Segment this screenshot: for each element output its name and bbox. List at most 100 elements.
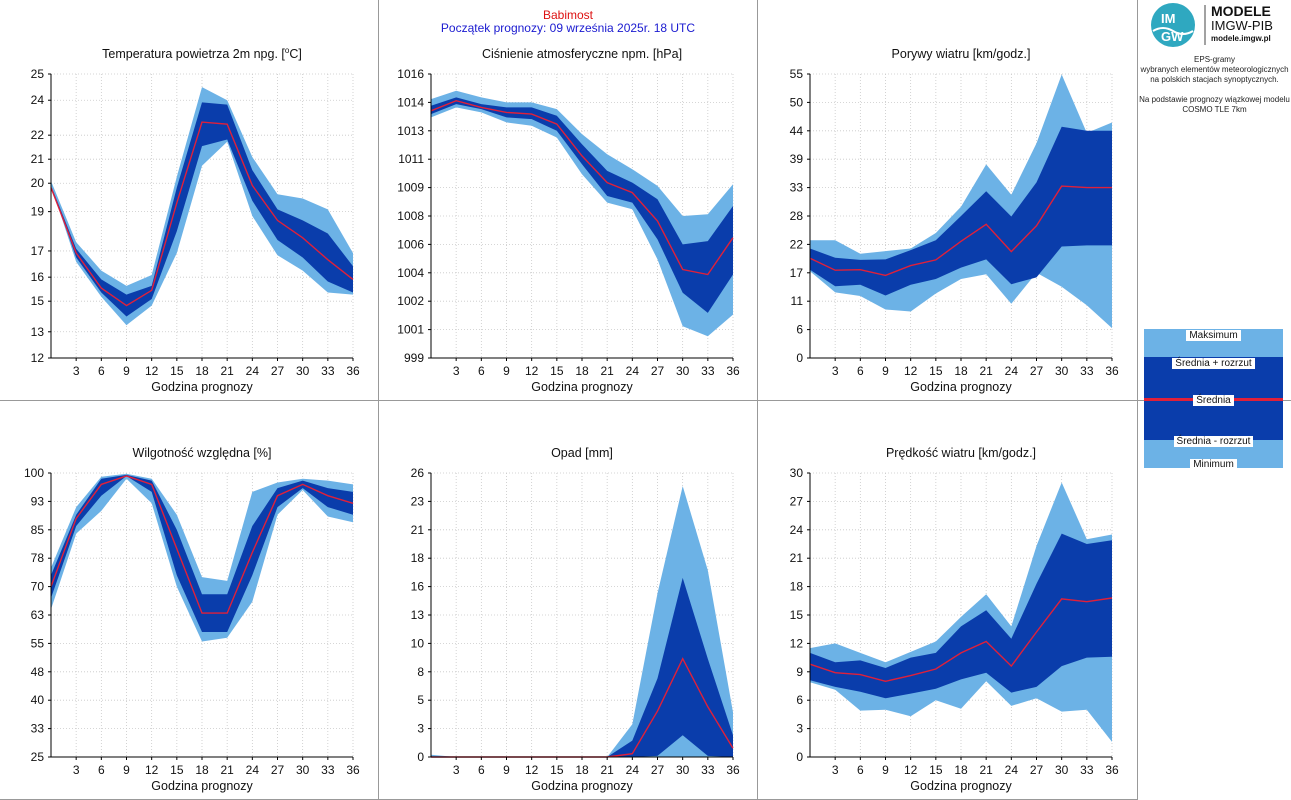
x-tick-label: 36 [1105, 763, 1119, 777]
y-tick-label: 55 [790, 67, 804, 81]
y-tick-label: 12 [790, 636, 804, 650]
y-tick-label: 11 [791, 294, 804, 308]
x-tick-label: 9 [882, 763, 889, 777]
y-tick-label: 0 [796, 750, 803, 764]
x-tick-label: 6 [857, 364, 864, 378]
band-mean-spread [51, 474, 353, 632]
x-tick-label: 33 [701, 763, 715, 777]
y-tick-label: 28 [790, 209, 804, 223]
x-tick-label: 18 [195, 763, 209, 777]
mean-line [809, 185, 1112, 277]
mean-line [809, 597, 1113, 683]
y-tick-label: 25 [31, 750, 45, 764]
y-tick-label: 6 [796, 693, 803, 707]
band-legend: Maksimum Średnia + rozrzut Średnia Średn… [1144, 329, 1283, 470]
x-tick-label: 27 [651, 364, 665, 378]
x-tick-label: 12 [145, 763, 159, 777]
x-tick-label: 12 [904, 763, 918, 777]
x-tick-label: 6 [478, 364, 485, 378]
band-min-max [431, 90, 733, 337]
y-tick-label: 78 [31, 551, 45, 565]
x-tick-label: 33 [321, 364, 335, 378]
x-tick-label: 15 [550, 763, 564, 777]
x-tick-label: 33 [1080, 364, 1094, 378]
y-tick-label: 26 [411, 466, 425, 480]
legend-label-mean-minus: Średnia - rozrzut [1144, 436, 1283, 447]
y-tick-label: 999 [404, 351, 424, 365]
y-tick-label: 1013 [397, 124, 424, 138]
y-tick-label: 70 [31, 580, 45, 594]
x-tick-label: 27 [271, 364, 285, 378]
x-axis-label: Godzina prognozy [531, 779, 633, 793]
legend-label-mean-plus: Średnia + rozrzut [1144, 358, 1283, 369]
y-tick-label: 1004 [397, 266, 424, 280]
logo-org: IMGW-PIB [1211, 18, 1273, 33]
chart-4: Wilgotność względna [%]25334048556370788… [24, 446, 360, 793]
y-tick-label: 93 [31, 494, 45, 508]
y-tick-label: 17 [790, 266, 804, 280]
mean-line [50, 121, 354, 307]
x-tick-label: 12 [904, 364, 918, 378]
x-tick-label: 9 [123, 763, 130, 777]
y-tick-label: 33 [790, 181, 804, 195]
x-tick-label: 15 [170, 364, 184, 378]
x-tick-label: 24 [626, 763, 640, 777]
x-tick-label: 36 [1105, 364, 1119, 378]
y-tick-label: 20 [31, 176, 45, 190]
y-tick-label: 1011 [398, 152, 424, 166]
x-tick-label: 18 [195, 364, 209, 378]
y-tick-label: 1006 [397, 237, 424, 251]
x-tick-label: 21 [600, 763, 614, 777]
chart-panels: Temperatura powietrza 2m npg. [oC] 12 13 15… [24, 46, 1119, 793]
info-line: Na podstawie prognozy wiązkowej modelu [1139, 95, 1290, 104]
x-axis-label: Godzina prognozy [151, 380, 253, 394]
x-tick-label: 3 [73, 364, 80, 378]
chart-title-part: Temperatura powietrza 2m npg. [ [102, 47, 285, 61]
imgw-logo: IM GW [1151, 3, 1206, 47]
x-tick-label: 21 [979, 763, 993, 777]
y-tick-label: 21 [31, 152, 45, 166]
x-tick-label: 21 [979, 364, 993, 378]
x-tick-label: 24 [246, 763, 260, 777]
x-tick-label: 30 [296, 763, 310, 777]
x-tick-label: 15 [550, 364, 564, 378]
logo-wave [1152, 27, 1194, 35]
legend-label-min: Minimum [1144, 459, 1283, 470]
x-tick-label: 27 [651, 763, 665, 777]
chart-6: Prędkość wiatru [km/godz.]03691215182124… [790, 446, 1119, 793]
y-tick-label: 1016 [397, 67, 424, 81]
x-tick-label: 3 [73, 763, 80, 777]
x-tick-label: 9 [882, 364, 889, 378]
chart-title: Porywy wiatru [km/godz.] [892, 47, 1031, 61]
x-axis-label: Godzina prognozy [151, 779, 253, 793]
x-tick-label: 30 [1055, 364, 1069, 378]
y-tick-label: 25 [31, 67, 45, 81]
x-tick-label: 30 [1055, 763, 1069, 777]
x-tick-label: 24 [626, 364, 640, 378]
y-tick-label: 85 [31, 523, 45, 537]
chart-title: Ciśnienie atmosferyczne npm. [hPa] [482, 47, 682, 61]
chart-title-part: C] [289, 47, 302, 61]
y-tick-label: 10 [411, 636, 425, 650]
x-tick-label: 9 [123, 364, 130, 378]
x-tick-label: 6 [98, 763, 105, 777]
x-tick-label: 33 [701, 364, 715, 378]
y-tick-label: 6 [796, 323, 803, 337]
band-mean-spread [810, 533, 1112, 699]
x-tick-label: 21 [220, 763, 234, 777]
y-tick-label: 18 [790, 580, 804, 594]
y-tick-label: 16 [411, 580, 425, 594]
y-tick-label: 15 [790, 608, 804, 622]
chart-2: Ciśnienie atmosferyczne npm. [hPa] 999 100… [397, 47, 740, 394]
logo-name: MODELE [1211, 3, 1271, 19]
x-tick-label: 6 [98, 364, 105, 378]
x-tick-label: 3 [832, 763, 839, 777]
y-tick-label: 1001 [397, 323, 424, 337]
x-tick-label: 30 [676, 763, 690, 777]
chart-1: Temperatura powietrza 2m npg. [oC] 12 13 15… [31, 46, 360, 394]
x-tick-label: 24 [1005, 364, 1019, 378]
y-tick-label: 15 [31, 294, 45, 308]
x-tick-label: 18 [954, 364, 968, 378]
x-tick-label: 15 [929, 364, 943, 378]
